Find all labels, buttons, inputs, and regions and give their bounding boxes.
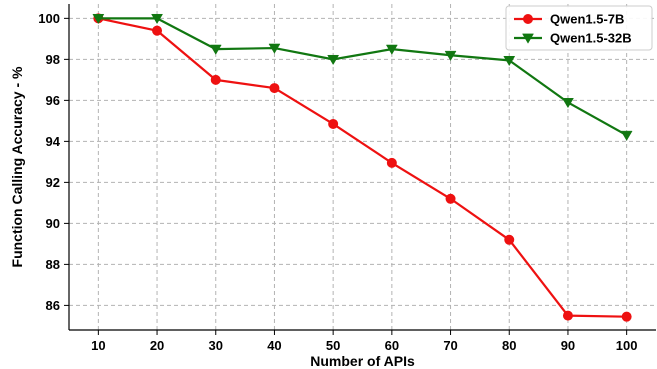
legend-item-qwen1-5-32b: Qwen1.5-32B xyxy=(514,31,632,46)
y-tick-label: 94 xyxy=(46,134,61,149)
series-line-qwen1-5-7b xyxy=(98,17,627,318)
x-tick-label: 50 xyxy=(326,338,340,353)
y-tick-label: 86 xyxy=(46,298,60,313)
data-point-qwen1-5-7b xyxy=(328,118,339,129)
x-tick-label: 30 xyxy=(209,338,223,353)
legend-marker xyxy=(523,14,533,24)
data-point-qwen1-5-32b xyxy=(444,50,457,61)
y-tick-label: 90 xyxy=(46,216,60,231)
y-tick-label: 100 xyxy=(38,11,60,26)
series-qwen1-5-7b xyxy=(93,13,632,322)
y-tick-label: 88 xyxy=(46,257,60,272)
x-tick-label: 10 xyxy=(91,338,105,353)
data-point-qwen1-5-32b xyxy=(503,56,516,67)
legend-label: Qwen1.5-7B xyxy=(550,12,624,27)
data-point-qwen1-5-7b xyxy=(269,83,280,94)
legend-label: Qwen1.5-32B xyxy=(550,31,632,46)
series-layer xyxy=(92,13,633,322)
data-point-qwen1-5-7b xyxy=(445,193,456,204)
x-tick-label: 60 xyxy=(385,338,399,353)
x-tick-label: 70 xyxy=(443,338,457,353)
y-axis-label: Function Calling Accuracy - % xyxy=(9,66,25,268)
data-point-qwen1-5-32b xyxy=(92,13,105,25)
x-tick-label: 90 xyxy=(561,338,575,353)
data-point-qwen1-5-7b xyxy=(562,310,573,321)
legend-item-qwen1-5-7b: Qwen1.5-7B xyxy=(514,12,624,27)
y-tick-label: 92 xyxy=(46,175,60,190)
x-tick-label: 20 xyxy=(150,338,164,353)
data-point-qwen1-5-32b xyxy=(562,98,574,109)
y-tick-label: 98 xyxy=(46,52,60,67)
axis-ticks: 10 20 30 40 50 60 70 80 90 100 86 88 90 92 94 96 98 100 xyxy=(38,11,637,353)
legend: Qwen1.5-7B Qwen1.5-32B xyxy=(505,5,653,51)
legend-marker xyxy=(522,33,534,44)
data-point-qwen1-5-7b xyxy=(152,25,163,36)
x-tick-label: 40 xyxy=(267,338,281,353)
data-point-qwen1-5-7b xyxy=(504,234,515,245)
series-line-qwen1-5-32b xyxy=(98,17,628,137)
data-point-qwen1-5-32b xyxy=(151,13,163,25)
data-point-qwen1-5-7b xyxy=(210,74,221,85)
y-tick-label: 96 xyxy=(46,93,60,108)
x-tick-label: 100 xyxy=(616,338,638,353)
data-point-qwen1-5-32b xyxy=(620,130,633,141)
data-point-qwen1-5-32b xyxy=(327,54,340,66)
grid-lines xyxy=(69,4,656,330)
series-qwen1-5-32b xyxy=(92,13,633,141)
data-point-qwen1-5-7b xyxy=(386,157,397,168)
legend-box xyxy=(505,5,653,51)
data-point-qwen1-5-32b xyxy=(268,43,281,54)
data-point-qwen1-5-32b xyxy=(385,44,398,55)
data-point-qwen1-5-7b xyxy=(621,311,632,322)
data-point-qwen1-5-32b xyxy=(209,44,222,55)
plot-frame xyxy=(68,4,656,331)
x-tick-label: 80 xyxy=(502,338,516,353)
x-axis-label: Number of APIs xyxy=(310,353,415,369)
